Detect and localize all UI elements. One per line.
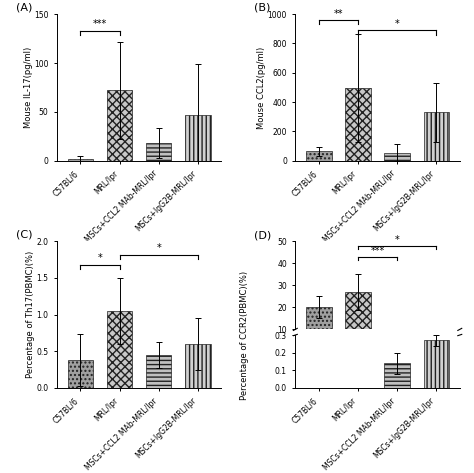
Text: **: ** xyxy=(334,9,343,19)
Text: (A): (A) xyxy=(16,2,32,12)
Bar xyxy=(107,311,132,388)
Text: (D): (D) xyxy=(254,231,272,241)
Bar xyxy=(146,143,172,161)
Y-axis label: Percentage of CCR2(PBMC)(%): Percentage of CCR2(PBMC)(%) xyxy=(240,271,249,400)
Bar xyxy=(384,363,410,388)
Bar xyxy=(306,307,331,351)
Y-axis label: Mouse CCL2(pg/ml): Mouse CCL2(pg/ml) xyxy=(257,46,266,129)
Text: ***: *** xyxy=(370,246,385,256)
Text: (B): (B) xyxy=(254,2,271,12)
Bar xyxy=(107,90,132,161)
Y-axis label: Mouse IL-17(pg/ml): Mouse IL-17(pg/ml) xyxy=(24,47,33,128)
Bar xyxy=(384,153,410,161)
Bar xyxy=(68,360,93,388)
Bar xyxy=(424,340,449,388)
Bar xyxy=(345,292,371,351)
Text: *: * xyxy=(395,235,400,245)
Text: ***: *** xyxy=(93,19,107,29)
Text: *: * xyxy=(395,19,400,29)
Text: (C): (C) xyxy=(16,229,32,240)
Bar xyxy=(146,355,172,388)
Bar xyxy=(185,115,210,161)
Bar xyxy=(68,159,93,161)
Bar xyxy=(306,151,331,161)
Y-axis label: Percentage of Th17(PBMC)(%): Percentage of Th17(PBMC)(%) xyxy=(26,251,35,378)
Bar xyxy=(424,113,449,161)
Bar xyxy=(185,344,210,388)
Bar xyxy=(345,88,371,161)
Text: *: * xyxy=(156,243,161,253)
Text: *: * xyxy=(98,254,102,263)
